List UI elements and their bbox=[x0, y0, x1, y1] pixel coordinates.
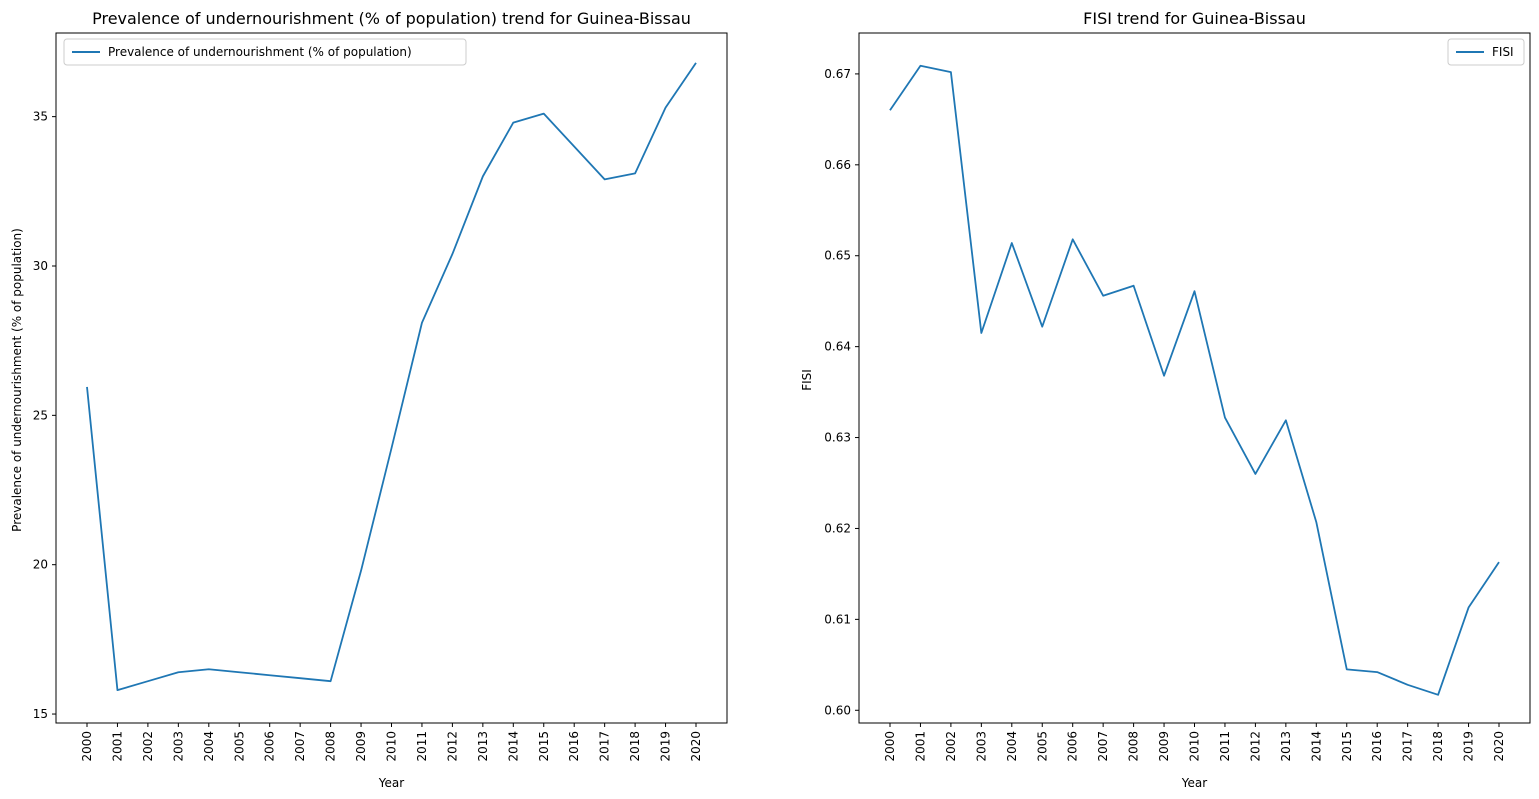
y-tick-label: 0.65 bbox=[824, 249, 851, 263]
x-tick-label: 2008 bbox=[1127, 731, 1141, 762]
x-tick-label: 2007 bbox=[1096, 731, 1110, 762]
x-tick-label: 2006 bbox=[263, 731, 277, 762]
x-tick-label: 2001 bbox=[913, 731, 927, 762]
y-tick-label: 0.62 bbox=[824, 521, 851, 535]
x-axis-label: Year bbox=[378, 776, 404, 790]
y-tick-label: 0.64 bbox=[824, 340, 851, 354]
x-tick-label: 2016 bbox=[1370, 731, 1384, 762]
x-tick-label: 2016 bbox=[567, 731, 581, 762]
x-tick-label: 2004 bbox=[202, 731, 216, 762]
x-tick-label: 2000 bbox=[883, 731, 897, 762]
x-tick-label: 2000 bbox=[80, 731, 94, 762]
series-layer bbox=[889, 64, 1500, 696]
x-tick-label: 2017 bbox=[598, 731, 612, 762]
y-tick-label: 15 bbox=[33, 707, 48, 721]
x-tick-label: 2010 bbox=[1188, 731, 1202, 762]
x-tick-label: 2020 bbox=[1492, 731, 1506, 762]
x-tick-label: 2001 bbox=[110, 731, 124, 762]
x-tick-label: 2015 bbox=[1340, 731, 1354, 762]
x-tick-label: 2014 bbox=[506, 731, 520, 762]
y-ticks: 15 20 25 30 35 bbox=[33, 110, 56, 721]
y-tick-label: 0.60 bbox=[824, 703, 851, 717]
x-tick-label: 2011 bbox=[1218, 731, 1232, 762]
x-tick-label: 2006 bbox=[1066, 731, 1080, 762]
x-tick-label: 2002 bbox=[141, 731, 155, 762]
x-tick-label: 2005 bbox=[232, 731, 246, 762]
series-layer bbox=[86, 62, 697, 692]
x-tick-label: 2008 bbox=[324, 731, 338, 762]
x-tick-label: 2014 bbox=[1309, 731, 1323, 762]
x-tick-label: 2011 bbox=[415, 731, 429, 762]
x-ticks: 2000 2001 2002 2003 2004 2005 2006 2007 2008 2009… bbox=[80, 723, 703, 762]
legend: Prevalence of undernourishment (% of pop… bbox=[63, 38, 467, 66]
fisi-chart: FISI trend for Guinea-Bissau Year FISI 2… bbox=[800, 9, 1531, 790]
x-tick-label: 2018 bbox=[628, 731, 642, 762]
y-tick-label: 25 bbox=[33, 408, 48, 422]
x-tick-label: 2003 bbox=[171, 731, 185, 762]
plot-area-frame bbox=[858, 32, 1531, 724]
y-tick-label: 20 bbox=[33, 558, 48, 572]
legend-box bbox=[63, 38, 467, 66]
legend-label: Prevalence of undernourishment (% of pop… bbox=[108, 45, 412, 59]
legend: FISI bbox=[1447, 38, 1525, 66]
x-tick-label: 2010 bbox=[385, 731, 399, 762]
legend-label: FISI bbox=[1492, 45, 1514, 59]
x-tick-label: 2019 bbox=[659, 731, 673, 762]
x-tick-label: 2013 bbox=[476, 731, 490, 762]
x-tick-label: 2018 bbox=[1431, 731, 1445, 762]
x-tick-label: 2002 bbox=[944, 731, 958, 762]
y-tick-label: 30 bbox=[33, 259, 48, 273]
y-tick-label: 0.67 bbox=[824, 67, 851, 81]
legend-box bbox=[1447, 38, 1525, 66]
x-tick-label: 2019 bbox=[1462, 731, 1476, 762]
y-tick-label: 35 bbox=[33, 110, 48, 124]
y-axis-label: Prevalence of undernourishment (% of pop… bbox=[10, 228, 24, 532]
x-ticks: 2000 2001 2002 2003 2004 2005 2006 2007 2008 2009… bbox=[883, 723, 1506, 762]
x-tick-label: 2009 bbox=[354, 731, 368, 762]
x-tick-label: 2015 bbox=[537, 731, 551, 762]
x-tick-label: 2003 bbox=[974, 731, 988, 762]
y-tick-label: 0.63 bbox=[824, 431, 851, 445]
x-tick-label: 2009 bbox=[1157, 731, 1171, 762]
x-tick-label: 2020 bbox=[689, 731, 703, 762]
plot-area-frame bbox=[55, 32, 728, 724]
y-tick-label: 0.61 bbox=[824, 612, 851, 626]
y-ticks: 0.60 0.61 0.62 0.63 0.64 0.65 0.66 0.67 bbox=[824, 67, 859, 717]
series-line bbox=[889, 64, 1500, 696]
x-tick-label: 2012 bbox=[445, 731, 459, 762]
series-line bbox=[86, 62, 697, 692]
chart-title: FISI trend for Guinea-Bissau bbox=[1083, 9, 1306, 28]
chart-title: Prevalence of undernourishment (% of pop… bbox=[92, 9, 691, 28]
x-tick-label: 2012 bbox=[1248, 731, 1262, 762]
x-axis-label: Year bbox=[1181, 776, 1207, 790]
x-tick-label: 2007 bbox=[293, 731, 307, 762]
x-tick-label: 2017 bbox=[1401, 731, 1415, 762]
undernourishment-chart: Prevalence of undernourishment (% of pop… bbox=[10, 9, 728, 790]
x-tick-label: 2013 bbox=[1279, 731, 1293, 762]
x-tick-label: 2005 bbox=[1035, 731, 1049, 762]
y-axis-label: FISI bbox=[800, 369, 814, 391]
x-tick-label: 2004 bbox=[1005, 731, 1019, 762]
y-tick-label: 0.66 bbox=[824, 158, 851, 172]
